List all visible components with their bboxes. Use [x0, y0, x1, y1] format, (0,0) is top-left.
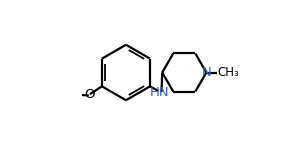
Text: N: N: [201, 66, 211, 79]
Text: HN: HN: [150, 86, 170, 99]
Text: CH₃: CH₃: [217, 66, 239, 79]
Text: O: O: [85, 88, 95, 101]
